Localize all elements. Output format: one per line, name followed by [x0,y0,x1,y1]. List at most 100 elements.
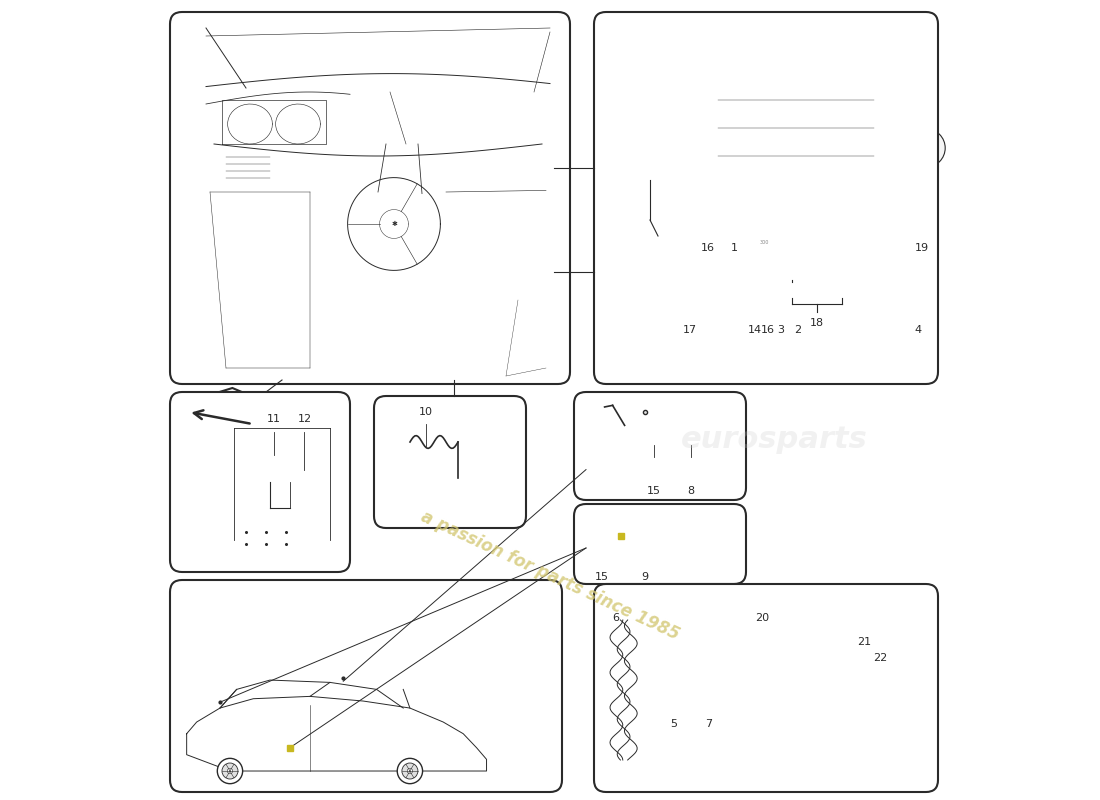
Bar [713,62,880,166]
Circle shape [338,161,354,177]
Bar [698,426,711,439]
Bar [454,178,469,184]
Circle shape [921,143,931,153]
Bar [745,602,767,612]
Bar [266,456,305,480]
Text: 6: 6 [612,613,619,622]
Bar [704,226,884,298]
Bar [681,78,697,88]
Polygon shape [370,692,397,708]
Bar [654,632,664,748]
Circle shape [397,758,422,784]
Circle shape [664,629,675,640]
Bar [414,110,478,140]
Text: 9: 9 [641,572,648,582]
Circle shape [906,129,945,167]
Circle shape [402,763,418,779]
Circle shape [759,254,773,268]
Bar [330,150,406,188]
Text: 7: 7 [705,719,712,729]
FancyBboxPatch shape [594,12,938,384]
Text: ✱: ✱ [392,221,397,227]
Text: 2: 2 [794,325,802,334]
Text: 14: 14 [748,325,762,334]
Bar [637,522,696,552]
Bar [681,106,697,117]
Bar [681,121,697,131]
Bar [890,220,898,296]
Bar [670,206,738,282]
Bar [683,424,698,442]
Bar [713,533,723,544]
Bar [664,200,792,288]
Text: eurosparts: eurosparts [681,426,868,454]
Bar [434,178,449,184]
Bar [777,674,792,696]
Bar [640,180,651,300]
Text: 21: 21 [857,637,871,646]
Bar [681,92,697,102]
Bar [262,482,294,500]
Bar [824,654,836,734]
Circle shape [649,176,657,184]
Bar [410,150,482,188]
Bar [222,150,274,184]
Text: 10: 10 [419,407,433,417]
Circle shape [407,768,412,774]
Text: 16: 16 [701,243,715,253]
Bar [625,414,681,446]
Text: 11: 11 [267,414,280,424]
FancyBboxPatch shape [574,504,746,584]
Polygon shape [366,288,430,376]
Bar [641,526,673,548]
Circle shape [364,161,380,177]
Bar [666,76,672,156]
Bar [453,479,471,491]
Polygon shape [842,586,926,626]
Bar [816,638,824,742]
FancyBboxPatch shape [374,396,526,528]
Circle shape [222,763,238,779]
Text: 17: 17 [683,325,697,334]
Text: 20: 20 [755,613,769,622]
Circle shape [904,265,915,276]
Text: 15: 15 [647,486,661,495]
Bar [678,72,701,152]
Bar [494,132,534,168]
Bar [754,259,762,270]
Text: a passion for parts since 1985: a passion for parts since 1985 [418,508,682,644]
Bar [270,459,292,478]
Text: 4: 4 [914,325,922,334]
Text: 300: 300 [760,240,769,245]
Circle shape [228,768,232,774]
Bar [628,418,661,442]
Bar [666,72,675,160]
Bar [474,480,486,490]
Text: 8: 8 [688,486,694,495]
Bar [890,64,898,164]
Bar [250,506,310,528]
Bar [410,106,482,144]
Polygon shape [188,388,264,426]
Circle shape [888,248,933,293]
Text: 12: 12 [297,414,311,424]
Circle shape [389,161,405,177]
Bar [465,743,472,754]
Text: 1: 1 [730,243,737,253]
Bar [777,710,792,732]
FancyBboxPatch shape [170,12,570,384]
Bar [739,612,771,632]
FancyBboxPatch shape [170,392,350,572]
Circle shape [711,254,725,268]
Circle shape [299,516,305,522]
Circle shape [735,254,749,268]
Text: 16: 16 [760,325,774,334]
Bar [674,628,814,752]
Bar [681,634,772,746]
Bar [664,628,674,752]
Text: 22: 22 [873,653,888,662]
Text: 15: 15 [595,572,609,582]
FancyBboxPatch shape [574,392,746,500]
Bar [708,229,821,294]
Polygon shape [604,18,692,58]
